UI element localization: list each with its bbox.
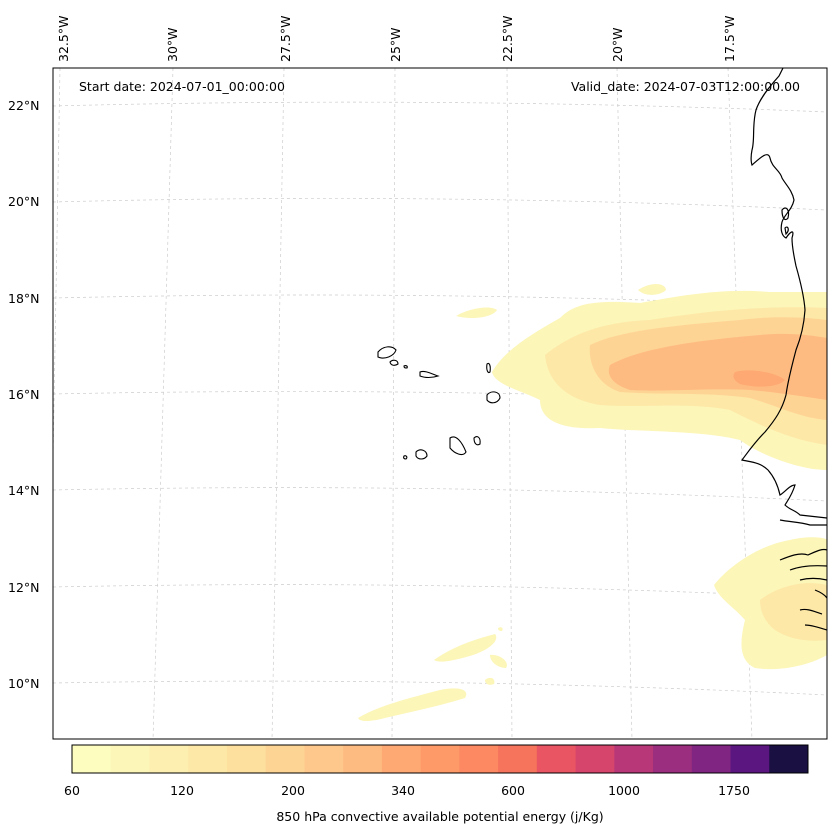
lat-label: 10°N xyxy=(8,676,40,691)
island-santiago xyxy=(449,436,467,456)
cape-patch xyxy=(456,307,497,318)
island-sal xyxy=(486,362,491,374)
colorbar-swatch xyxy=(304,745,344,773)
valid-date: Valid_date: 2024-07-03T12:00:00.00 xyxy=(571,79,800,94)
colorbar-swatch xyxy=(226,745,267,773)
cape-patch xyxy=(638,284,666,295)
guinea-bissau-coast xyxy=(779,548,827,631)
colorbar-swatch xyxy=(575,745,615,773)
start-date: Start date: 2024-07-01_00:00:00 xyxy=(79,79,285,94)
lat-label: 22°N xyxy=(8,98,40,113)
colorbar-label: 850 hPa convective available potential e… xyxy=(276,809,603,824)
colorbar xyxy=(71,744,809,774)
lat-label: 18°N xyxy=(8,291,40,306)
island-santa-luzia xyxy=(403,365,408,369)
lat-label: 20°N xyxy=(8,194,40,209)
map-area: Start date: 2024-07-01_00:00:00 Valid_da… xyxy=(53,68,827,739)
colorbar-swatch xyxy=(343,745,383,773)
longitude-labels: 32.5°W 30°W 27.5°W 25°W 22.5°W 20°W 17.5… xyxy=(56,16,737,62)
island-maio xyxy=(473,436,481,446)
lat-label: 14°N xyxy=(8,483,40,498)
colorbar-swatch xyxy=(149,745,189,773)
colorbar-swatch xyxy=(265,745,305,773)
lat-label: 16°N xyxy=(8,387,40,402)
colorbar-swatch xyxy=(381,745,422,773)
cape-streak xyxy=(434,634,497,662)
lon-label: 30°W xyxy=(165,27,180,62)
island-fogo xyxy=(415,449,428,460)
colorbar-tick-label: 60 xyxy=(64,783,80,798)
island-brava xyxy=(403,455,408,460)
coast-detail xyxy=(781,207,790,236)
coastline xyxy=(740,68,827,631)
cape-streak xyxy=(485,677,495,685)
cape-streak xyxy=(498,627,503,631)
colorbar-swatch xyxy=(769,745,809,773)
island-santo-antao xyxy=(377,346,397,359)
cape-verde-islands xyxy=(377,346,501,460)
colorbar-frame xyxy=(71,744,809,774)
cape-streak xyxy=(358,688,467,721)
cape-plume-north xyxy=(733,370,785,387)
colorbar-swatch xyxy=(459,745,499,773)
colorbar-tick-label: 1750 xyxy=(718,783,750,798)
lat-label: 12°N xyxy=(8,580,40,595)
colorbar-tick-label: 120 xyxy=(170,783,194,798)
colorbar-tick-label: 600 xyxy=(501,783,525,798)
map-frame xyxy=(52,67,828,740)
coastline-mauritania-senegal xyxy=(740,68,827,519)
lon-label: 25°W xyxy=(388,27,403,62)
gambia-coast xyxy=(779,519,827,526)
latitude-labels: 22°N 20°N 18°N 16°N 14°N 12°N 10°N xyxy=(8,98,40,691)
lon-label: 17.5°W xyxy=(722,16,737,62)
colorbar-ticks: 60 120 200 340 600 1000 1750 xyxy=(64,783,750,798)
colorbar-swatch xyxy=(420,745,460,773)
lon-label: 27.5°W xyxy=(278,16,293,62)
island-boa-vista xyxy=(486,391,501,404)
colorbar-swatch xyxy=(188,745,228,773)
lon-label: 22.5°W xyxy=(500,16,515,62)
lon-label: 32.5°W xyxy=(56,16,71,62)
colorbar-tick-label: 1000 xyxy=(608,783,640,798)
colorbar-tick-label: 200 xyxy=(281,783,305,798)
colorbar-swatch xyxy=(498,745,538,773)
lon-label: 20°W xyxy=(610,27,625,62)
island-sao-nicolau xyxy=(419,370,440,379)
colorbar-swatch xyxy=(730,745,770,773)
cape-plume-south xyxy=(760,583,827,641)
colorbar-swatch xyxy=(72,745,112,773)
colorbar-swatch xyxy=(536,745,577,773)
island-sao-vicente xyxy=(389,359,399,366)
colorbar-tick-label: 340 xyxy=(391,783,415,798)
colorbar-swatch xyxy=(110,745,150,773)
cape-contours xyxy=(358,284,827,721)
colorbar-swatch xyxy=(653,745,693,773)
colorbar-swatch xyxy=(614,745,654,773)
colorbar-swatch xyxy=(691,745,732,773)
cape-streak xyxy=(490,654,507,668)
